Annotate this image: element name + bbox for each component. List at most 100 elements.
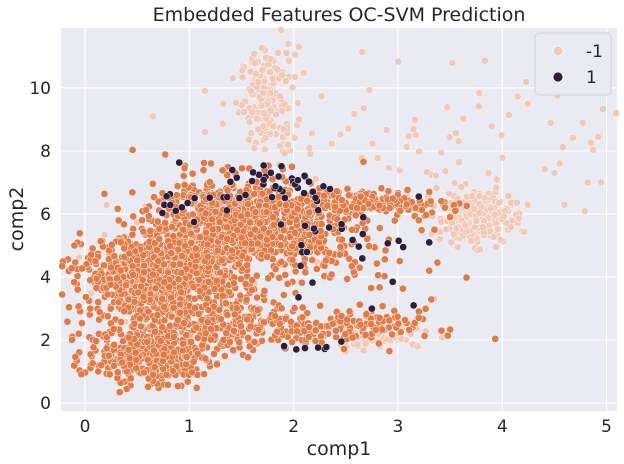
scatter-point [250,50,259,58]
scatter-point [58,290,67,299]
scatter-point [139,227,148,236]
scatter-point [298,303,307,312]
scatter-point [354,242,363,251]
scatter-point [368,304,376,313]
legend-label: -1 [586,42,603,62]
x-tick-label: 5 [601,417,612,437]
scatter-point [281,271,290,279]
scatter-point [337,312,346,320]
scatter-point [253,306,262,314]
scatter-point [150,193,158,201]
scatter-point [86,304,95,313]
scatter-point [375,201,384,210]
scatter-point [459,114,468,123]
scatter-point [192,269,201,278]
scatter-point [263,252,271,261]
scatter-point [237,212,245,221]
scatter-point [201,209,210,218]
scatter-point [336,243,345,251]
scatter-point [358,230,367,238]
scatter-point [394,319,403,328]
scatter-point [291,229,299,237]
scatter-point [68,336,76,344]
scatter-point [172,191,181,200]
scatter-point [238,252,247,260]
scatter-point [94,298,102,306]
y-axis-label: comp2 [6,187,28,252]
scatter-point [161,218,170,227]
scatter-point [365,242,373,251]
scatter-point [155,235,164,243]
scatter-point [202,228,210,237]
scatter-point [189,283,198,291]
scatter-point [230,327,238,335]
scatter-point [454,137,463,146]
scatter-point [118,358,127,367]
scatter-point [266,55,275,64]
scatter-point [317,220,326,229]
scatter-point [228,166,237,174]
scatter-point [291,50,299,59]
scatter-point [261,133,270,142]
scatter-point [245,342,254,351]
scatter-point [294,176,302,185]
scatter-point [513,92,522,101]
scatter-point [415,307,423,316]
scatter-point [409,301,418,310]
scatter-point [359,346,368,355]
scatter-point [244,200,252,209]
scatter-point [181,241,189,250]
scatter-point [130,297,139,306]
scatter-point [241,239,249,248]
scatter-point [381,255,389,264]
scatter-point [174,275,183,284]
scatter-point [402,200,411,209]
scatter-point [394,57,403,66]
scatter-point [117,318,125,326]
scatter-point [413,342,422,351]
scatter-point [271,265,280,274]
scatter-point [200,159,208,167]
chart-title: Embedded Features OC-SVM Prediction [153,4,526,26]
scatter-point [433,258,442,267]
scatter-point [120,307,129,316]
scatter-point [188,210,197,219]
scatter-point [109,325,118,333]
scatter-point [382,126,391,134]
scatter-point [277,257,286,266]
scatter-point [229,346,238,354]
scatter-point [204,306,213,314]
scatter-point [427,295,436,304]
scatter-point [133,256,142,265]
scatter-point [288,338,296,346]
scatter-point [343,315,351,324]
scatter-point [226,338,234,346]
scatter-point [165,283,174,291]
scatter-point [137,322,145,331]
scatter-point [210,285,219,293]
scatter-point [270,220,278,229]
scatter-point [210,350,218,358]
scatter-point [269,122,278,131]
scatter-point [237,322,245,331]
x-tick-label: 4 [497,417,508,437]
scatter-point [92,284,101,292]
scatter-point [492,175,501,184]
scatter-point [160,303,169,311]
scatter-point [239,108,248,116]
scatter-point [73,272,82,280]
scatter-point [486,204,495,213]
scatter-point [515,214,523,223]
scatter-point [294,43,303,51]
scatter-point [343,184,352,193]
scatter-point [288,162,296,171]
scatter-point [244,353,252,362]
scatter-point [276,92,284,101]
scatter-point [166,242,174,250]
scatter-point [255,219,264,228]
scatter-point [260,286,269,295]
scatter-point [364,199,373,208]
scatter-point [173,382,182,390]
scatter-point [207,325,215,333]
scatter-point [311,194,320,202]
